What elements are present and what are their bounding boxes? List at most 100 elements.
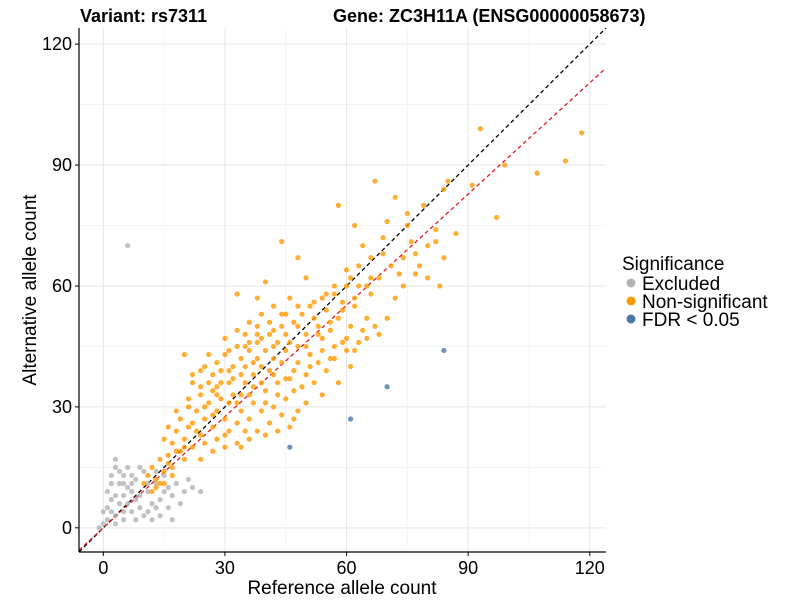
point-excluded: [116, 468, 123, 474]
point-non-significant: [404, 210, 410, 217]
point-non-significant: [412, 271, 419, 277]
point-non-significant: [202, 416, 208, 422]
point-non-significant: [210, 388, 216, 394]
point-non-significant: [270, 303, 277, 309]
point-non-significant: [254, 295, 260, 301]
point-non-significant: [275, 380, 281, 386]
point-non-significant: [169, 464, 175, 470]
legend-marker-excluded: [626, 278, 636, 288]
point-non-significant: [193, 408, 200, 414]
point-non-significant: [279, 323, 285, 329]
point-non-significant: [242, 380, 248, 386]
plot-gridlines: [79, 28, 606, 552]
point-non-significant: [258, 335, 265, 341]
point-excluded: [153, 480, 159, 487]
point-non-significant: [323, 307, 329, 313]
point-excluded: [157, 513, 163, 519]
point-non-significant: [234, 291, 240, 297]
point-excluded: [173, 480, 179, 487]
point-non-significant: [222, 335, 228, 341]
point-non-significant: [502, 162, 508, 168]
point-excluded: [129, 488, 135, 495]
point-excluded: [161, 488, 167, 495]
point-non-significant: [368, 255, 374, 261]
point-non-significant: [408, 239, 415, 245]
point-non-significant: [222, 432, 228, 438]
point-non-significant: [242, 428, 248, 434]
point-non-significant: [185, 424, 192, 430]
point-non-significant: [254, 323, 260, 329]
point-non-significant: [469, 182, 475, 188]
legend-entry-fdr: FDR < 0.05: [626, 310, 740, 331]
point-non-significant: [311, 380, 317, 386]
point-non-significant: [198, 368, 204, 374]
point-non-significant: [254, 355, 260, 362]
point-non-significant: [303, 275, 309, 281]
point-non-significant: [416, 263, 423, 269]
point-non-significant: [254, 428, 260, 434]
legend-title: Significance: [622, 254, 724, 275]
point-non-significant: [266, 319, 273, 325]
legend-marker-fdr: [626, 314, 636, 324]
point-non-significant: [303, 331, 309, 337]
point-non-significant: [206, 351, 212, 358]
point-non-significant: [189, 372, 196, 378]
legend-label-fdr: FDR < 0.05: [642, 310, 740, 331]
point-non-significant: [185, 396, 192, 402]
point-non-significant: [275, 428, 281, 434]
point-non-significant: [433, 226, 439, 233]
point-excluded: [120, 492, 127, 499]
point-non-significant: [283, 311, 289, 317]
point-non-significant: [177, 416, 183, 422]
point-non-significant: [348, 275, 354, 281]
point-excluded: [137, 492, 143, 499]
point-non-significant: [339, 339, 346, 345]
point-non-significant: [210, 424, 216, 430]
point-excluded: [185, 476, 192, 483]
point-non-significant: [242, 331, 248, 337]
point-non-significant: [275, 392, 281, 398]
point-non-significant: [299, 384, 305, 390]
point-non-significant: [352, 295, 358, 301]
point-non-significant: [202, 440, 208, 446]
point-non-significant: [161, 468, 167, 474]
point-non-significant: [343, 347, 350, 354]
point-non-significant: [335, 315, 342, 321]
point-non-significant: [246, 436, 252, 442]
point-non-significant: [250, 400, 256, 406]
point-non-significant: [376, 275, 382, 281]
point-excluded: [153, 468, 159, 474]
point-non-significant: [404, 222, 410, 229]
point-excluded: [120, 480, 127, 487]
point-non-significant: [335, 380, 342, 386]
x-axis-ticks: 0 30 60 90 120: [98, 552, 605, 578]
y-tick-label: 30: [52, 397, 72, 417]
point-excluded: [145, 488, 151, 495]
point-non-significant: [279, 311, 285, 317]
point-non-significant: [258, 311, 265, 317]
x-tick-label: 90: [458, 558, 478, 578]
point-non-significant: [352, 222, 358, 229]
point-excluded: [133, 517, 139, 523]
point-non-significant: [453, 230, 459, 237]
point-non-significant: [327, 355, 333, 362]
point-excluded: [108, 497, 115, 503]
point-non-significant: [319, 295, 325, 301]
point-non-significant: [291, 368, 297, 374]
point-non-significant: [433, 239, 439, 245]
point-non-significant: [214, 359, 220, 366]
point-excluded: [137, 505, 143, 511]
point-excluded: [100, 521, 106, 527]
point-fdr-0-05: [287, 444, 293, 450]
point-non-significant: [352, 303, 358, 309]
point-non-significant: [307, 303, 313, 309]
point-non-significant: [392, 194, 398, 200]
point-excluded: [108, 472, 115, 479]
point-non-significant: [234, 327, 240, 333]
point-non-significant: [477, 126, 483, 132]
y-axis-ticks: 0 30 60 90 120: [42, 34, 79, 538]
point-non-significant: [234, 420, 240, 426]
point-excluded: [125, 501, 131, 507]
point-excluded: [161, 472, 167, 479]
point-non-significant: [173, 408, 179, 414]
